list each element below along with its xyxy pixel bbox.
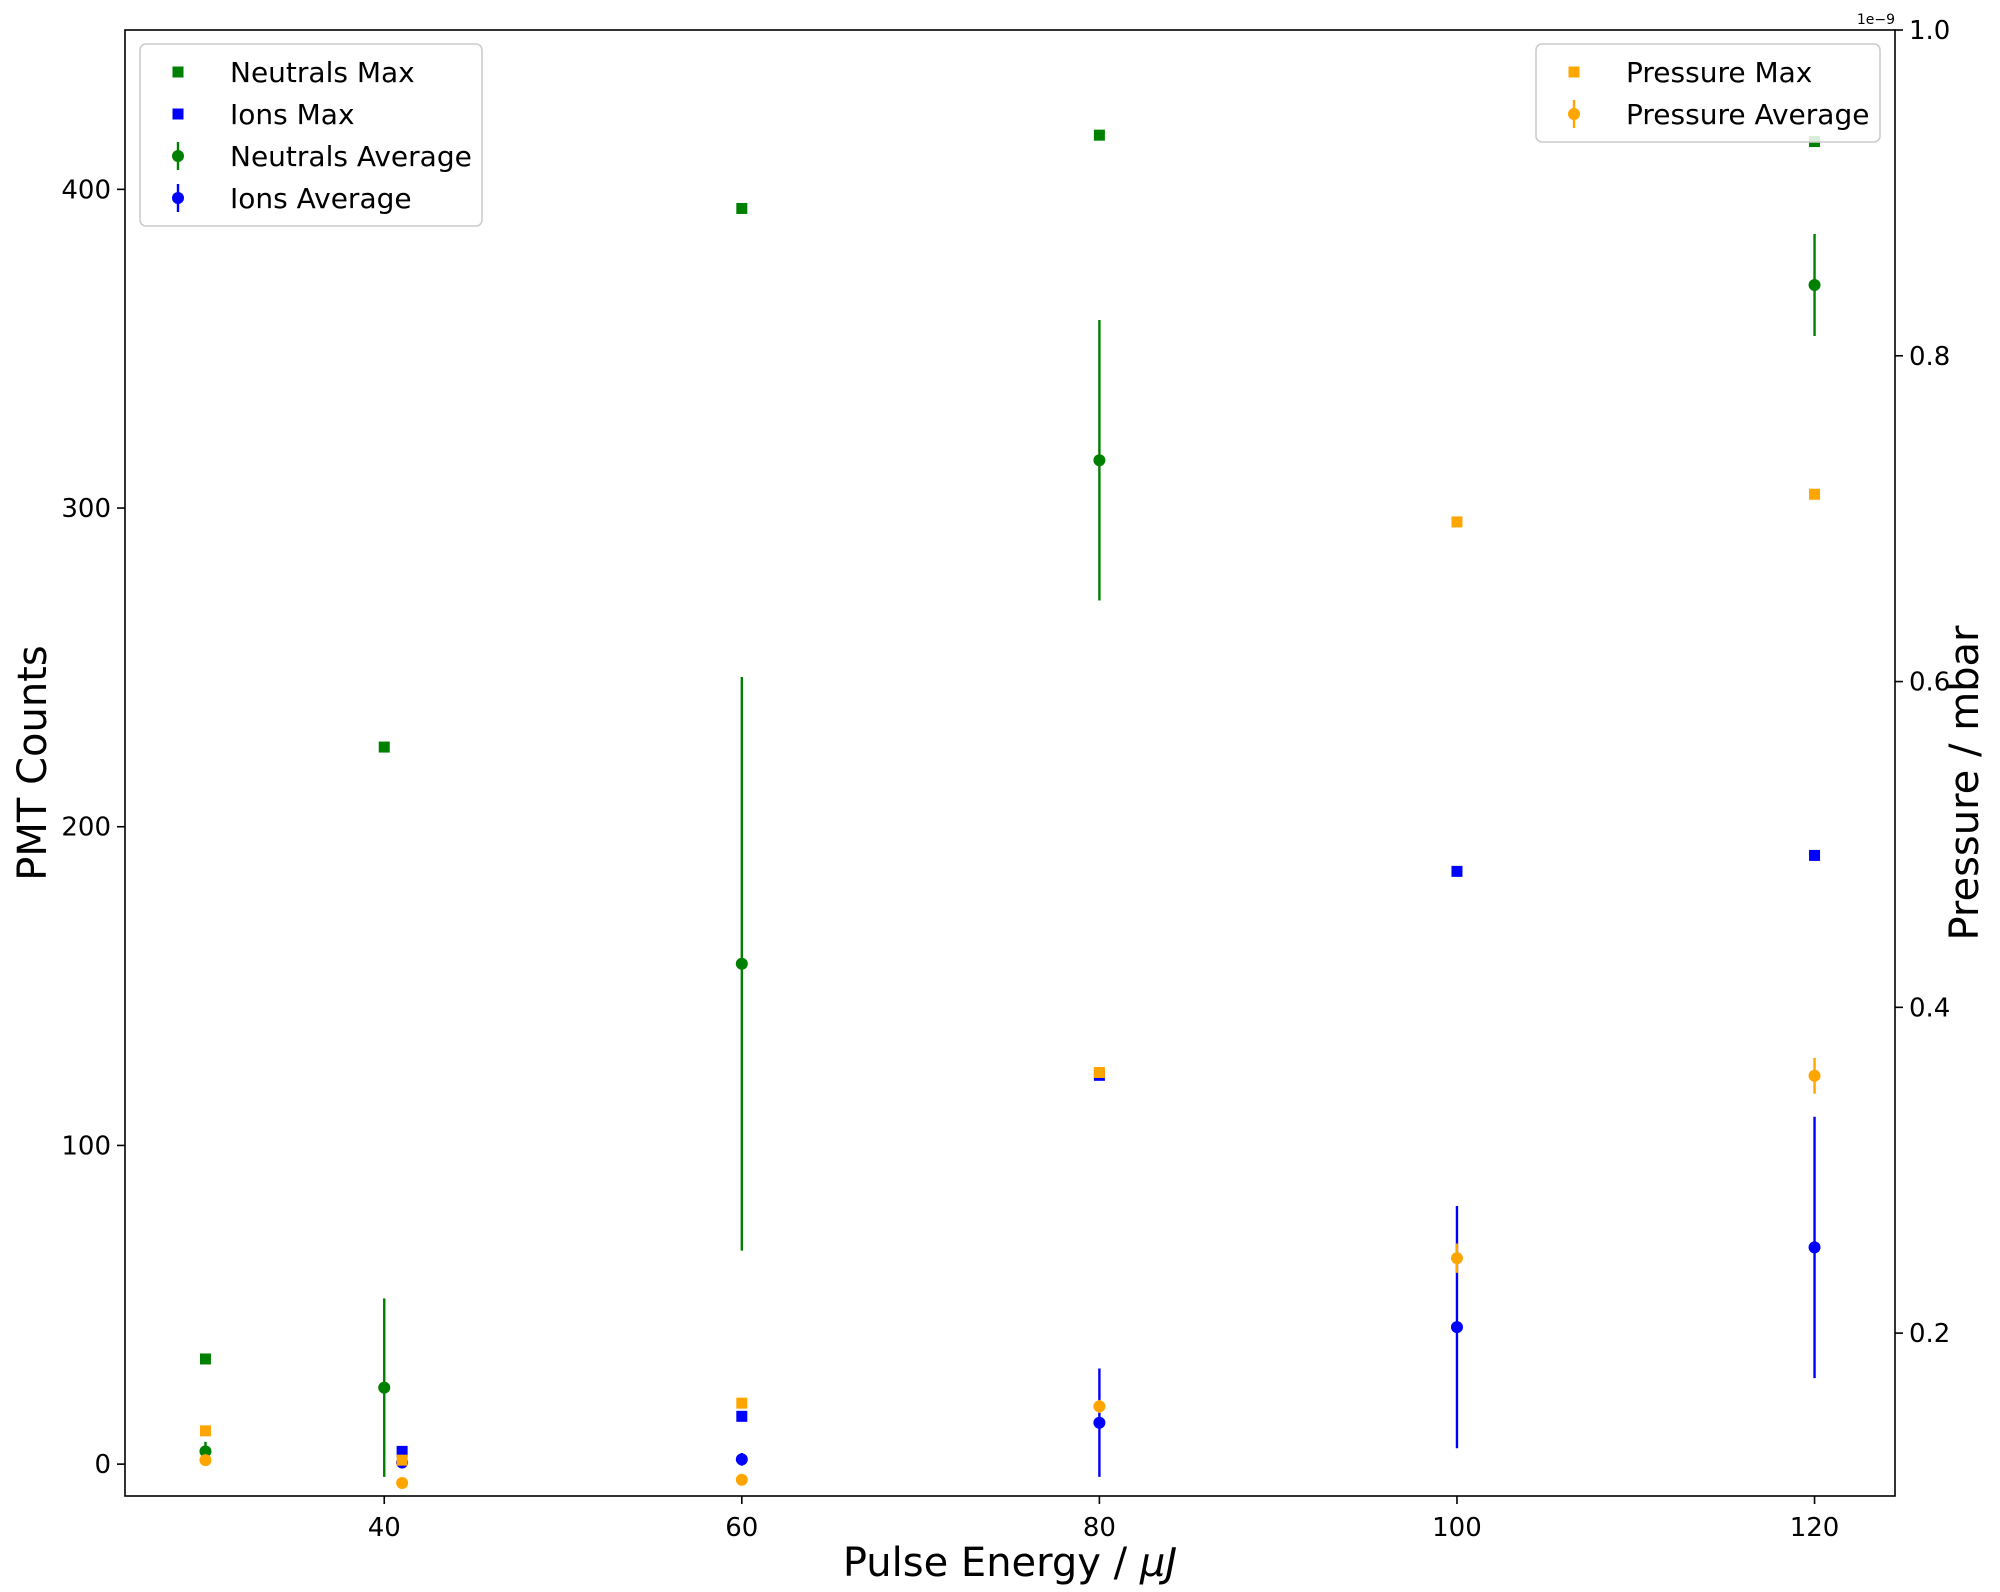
y-tick-label: 100 xyxy=(61,1131,111,1161)
neutrals-max-point xyxy=(736,202,748,214)
series-pressure-average xyxy=(199,1057,1821,1489)
ions-average-point xyxy=(735,1453,748,1466)
pressure-max-point xyxy=(1451,516,1463,528)
y-axis-left: 0 100 200 300 400 xyxy=(61,175,125,1480)
neutrals-max-point xyxy=(1093,129,1105,141)
plot-frame xyxy=(124,29,1896,1497)
ions-max-point xyxy=(1809,849,1821,861)
pressure-max-point xyxy=(199,1425,211,1437)
legend-label-ions-max: Ions Max xyxy=(230,98,355,131)
y-tick-label: 400 xyxy=(61,175,111,205)
x-axis: 40 60 80 100 120 xyxy=(368,1496,1840,1543)
ions-average-point xyxy=(1093,1416,1106,1429)
legend-label-ions-average: Ions Average xyxy=(230,182,412,215)
x-axis-title-unit: μJ xyxy=(1139,1540,1177,1586)
x-tick-label: 120 xyxy=(1790,1513,1840,1543)
pressure-average-point xyxy=(199,1454,212,1467)
neutrals-average-point xyxy=(199,1445,212,1458)
legend-right: Pressure Max Pressure Average xyxy=(1535,43,1881,143)
y-axis-right: 0.2 0.4 0.6 0.8 1.0 xyxy=(1895,16,1950,1349)
legend-frame xyxy=(139,43,483,227)
series-neutrals-max xyxy=(199,129,1821,1365)
x-tick-label: 40 xyxy=(368,1513,401,1543)
legend-marker-ions-average xyxy=(172,192,184,204)
pressure-average-point xyxy=(1450,1252,1463,1265)
legend-label-neutrals-max: Neutrals Max xyxy=(230,56,415,89)
pressure-max-point xyxy=(396,1454,408,1466)
series-neutrals-average xyxy=(199,233,1821,1477)
legend-label-pressure-max: Pressure Max xyxy=(1626,56,1812,89)
legend-marker-pressure-average xyxy=(1568,108,1580,120)
pressure-average-point xyxy=(396,1476,409,1489)
ions-max-point xyxy=(1451,865,1463,877)
neutrals-average-point xyxy=(735,957,748,970)
legend-marker-pressure-max xyxy=(1568,66,1580,78)
x-tick-label: 60 xyxy=(725,1513,758,1543)
ions-average-point xyxy=(1808,1241,1821,1254)
y2-axis-title: Pressure / mbar xyxy=(1942,625,1988,941)
y-tick-label: 0 xyxy=(94,1450,111,1480)
y2-tick-label: 0.4 xyxy=(1909,993,1950,1023)
y2-tick-label: 0.8 xyxy=(1909,342,1950,372)
pressure-max-point xyxy=(1809,488,1821,500)
y-axis-title: PMT Counts xyxy=(10,645,56,880)
pressure-max-point xyxy=(736,1397,748,1409)
x-axis-title: Pulse Energy / μJ xyxy=(843,1540,1177,1586)
y2-tick-label: 1.0 xyxy=(1909,16,1950,46)
legend-label-neutrals-average: Neutrals Average xyxy=(230,140,472,173)
pressure-average-point xyxy=(1808,1069,1821,1082)
y2-tick-label: 0.2 xyxy=(1909,1319,1950,1349)
ions-average-point xyxy=(1450,1321,1463,1334)
pressure-max-point xyxy=(1093,1066,1105,1078)
series-ions-max xyxy=(396,849,1821,1457)
pressure-average-point xyxy=(1093,1400,1106,1413)
legend-frame xyxy=(1535,43,1881,143)
series-ions-average xyxy=(396,1116,1821,1477)
legend-label-pressure-average: Pressure Average xyxy=(1626,98,1869,131)
ions-max-point xyxy=(396,1445,408,1457)
legend-marker-neutrals-max xyxy=(172,66,184,78)
neutrals-max-point xyxy=(378,741,390,753)
ions-max-point xyxy=(736,1410,748,1422)
legend-marker-neutrals-average xyxy=(172,150,184,162)
x-tick-label: 80 xyxy=(1083,1513,1116,1543)
neutrals-average-point xyxy=(378,1381,391,1394)
pressure-average-point xyxy=(735,1473,748,1486)
x-axis-title-prefix: Pulse Energy / xyxy=(843,1540,1140,1586)
y2-tick-label: 0.6 xyxy=(1909,668,1950,698)
neutrals-average-point xyxy=(1093,454,1106,467)
neutrals-average-point xyxy=(1808,278,1821,291)
legend-left: Neutrals Max Ions Max Neutrals Average Ions… xyxy=(139,43,483,227)
x-tick-label: 100 xyxy=(1432,1513,1482,1543)
series-pressure-max xyxy=(199,488,1821,1466)
plot-marks xyxy=(199,129,1821,1489)
y2-offset-label: 1e−9 xyxy=(1857,12,1895,28)
legend-marker-ions-max xyxy=(172,108,184,120)
y-tick-label: 200 xyxy=(61,813,111,843)
y-tick-label: 300 xyxy=(61,494,111,524)
neutrals-max-point xyxy=(199,1353,211,1365)
